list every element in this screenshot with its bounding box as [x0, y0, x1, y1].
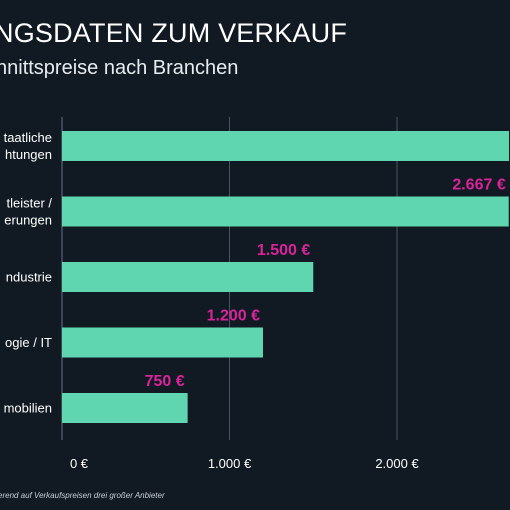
category-label: tleister /: [6, 196, 52, 211]
value-label: 1.500 €: [257, 242, 310, 259]
category-label: ogie / IT: [5, 335, 52, 350]
x-tick-label: 2.000 €: [375, 456, 419, 471]
value-label: 750 €: [145, 373, 185, 390]
x-tick-label: 0 €: [70, 456, 89, 471]
bar: [62, 196, 509, 227]
footnote: erend auf Verkaufspreisen drei großer An…: [0, 491, 165, 500]
category-label: htungen: [5, 147, 52, 162]
category-label: mobilien: [4, 401, 52, 416]
bar: [62, 393, 188, 423]
bar: [62, 131, 509, 161]
value-label: 2.667 €: [452, 177, 505, 194]
value-label: 1.200 €: [207, 308, 260, 325]
bar: [62, 262, 314, 292]
chart-title: NGSDATEN ZUM VERKAUF: [0, 18, 348, 48]
chart-subtitle: nnittspreise nach Branchen: [0, 57, 239, 79]
category-label: ndustrie: [6, 270, 52, 285]
category-label: taatliche: [4, 130, 52, 145]
x-tick-label: 1.000 €: [208, 456, 252, 471]
category-label: erungen: [4, 213, 52, 228]
bar: [62, 327, 263, 358]
